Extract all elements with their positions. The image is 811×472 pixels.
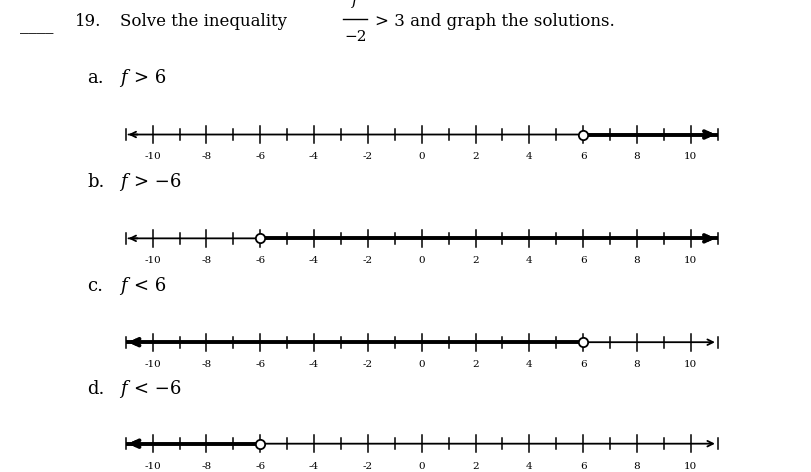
Text: -4: -4 (309, 360, 320, 369)
Text: 10: 10 (684, 462, 697, 471)
Text: -8: -8 (201, 462, 212, 471)
Text: -4: -4 (309, 152, 320, 161)
Text: f: f (120, 380, 127, 398)
Text: -2: -2 (363, 256, 373, 265)
Text: -2: -2 (363, 462, 373, 471)
Text: 8: 8 (633, 256, 641, 265)
Text: f: f (120, 173, 127, 191)
Text: -4: -4 (309, 462, 320, 471)
Text: 8: 8 (633, 152, 641, 161)
Text: 4: 4 (526, 462, 533, 471)
Text: -8: -8 (201, 256, 212, 265)
Text: 8: 8 (633, 360, 641, 369)
Text: c.: c. (88, 277, 104, 295)
Text: -6: -6 (255, 360, 265, 369)
Text: 0: 0 (418, 152, 425, 161)
Text: 2: 2 (472, 256, 478, 265)
Text: f: f (353, 0, 358, 8)
Text: > −6: > −6 (134, 173, 181, 191)
Text: 4: 4 (526, 152, 533, 161)
Text: 8: 8 (633, 462, 641, 471)
Text: 6: 6 (580, 152, 586, 161)
Text: < −6: < −6 (134, 380, 181, 398)
Text: 19.: 19. (75, 13, 101, 30)
Text: -10: -10 (144, 256, 161, 265)
Text: -4: -4 (309, 256, 320, 265)
Text: 0: 0 (418, 256, 425, 265)
Text: 6: 6 (580, 360, 586, 369)
Text: d.: d. (88, 380, 105, 398)
Text: -2: -2 (363, 360, 373, 369)
Text: -8: -8 (201, 360, 212, 369)
Text: -6: -6 (255, 152, 265, 161)
Text: -8: -8 (201, 152, 212, 161)
Text: 10: 10 (684, 360, 697, 369)
Text: -10: -10 (144, 152, 161, 161)
Text: 6: 6 (580, 256, 586, 265)
Text: 10: 10 (684, 152, 697, 161)
Text: ____: ____ (20, 17, 54, 34)
Text: f: f (120, 277, 127, 295)
Text: a.: a. (88, 69, 104, 87)
Text: f: f (120, 69, 127, 87)
Text: 4: 4 (526, 360, 533, 369)
Text: > 3 and graph the solutions.: > 3 and graph the solutions. (375, 13, 616, 30)
Text: Solve the inequality: Solve the inequality (120, 13, 287, 30)
Text: -10: -10 (144, 360, 161, 369)
Text: 2: 2 (472, 152, 478, 161)
Text: 0: 0 (418, 462, 425, 471)
Text: 6: 6 (580, 462, 586, 471)
Point (577, 131, 590, 138)
Text: −2: −2 (344, 30, 367, 44)
Text: -2: -2 (363, 152, 373, 161)
Text: -10: -10 (144, 462, 161, 471)
Text: 0: 0 (418, 360, 425, 369)
Text: 2: 2 (472, 360, 478, 369)
Text: < 6: < 6 (134, 277, 166, 295)
Text: 2: 2 (472, 462, 478, 471)
Text: b.: b. (88, 173, 105, 191)
Text: -6: -6 (255, 256, 265, 265)
Text: 4: 4 (526, 256, 533, 265)
Point (254, 440, 267, 447)
Text: > 6: > 6 (134, 69, 166, 87)
Point (254, 235, 267, 242)
Text: -6: -6 (255, 462, 265, 471)
Text: 10: 10 (684, 256, 697, 265)
Point (577, 338, 590, 346)
